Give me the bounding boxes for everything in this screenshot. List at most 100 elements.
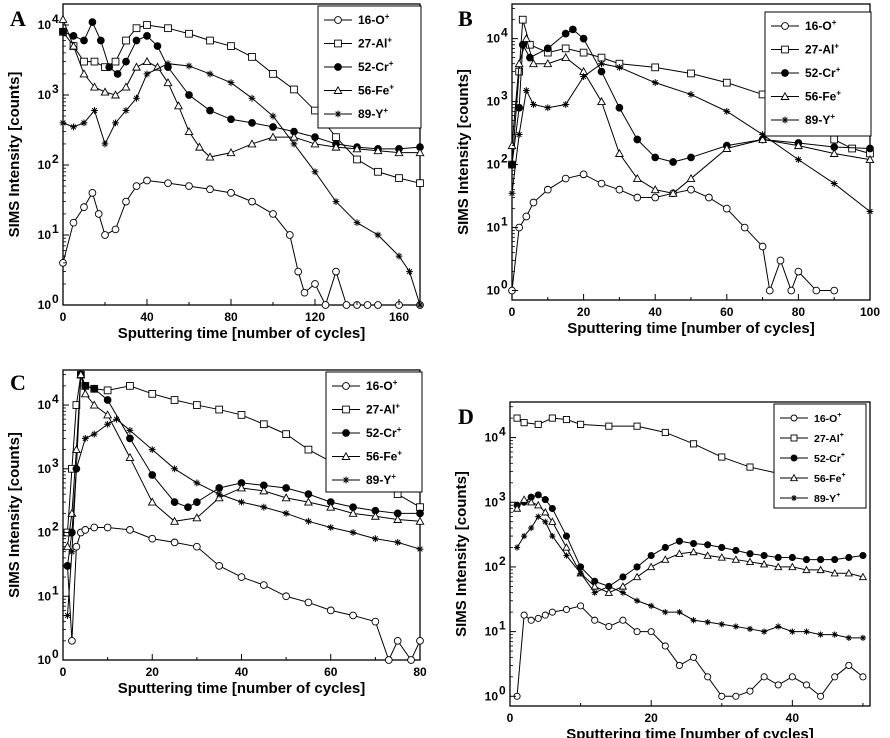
legend-label: 52-Cr+	[366, 425, 402, 440]
y-tick-exponent: 3	[501, 89, 508, 103]
data-point	[371, 617, 380, 626]
data-point	[580, 73, 587, 80]
data-point	[122, 36, 130, 45]
x-tick-label: 60	[720, 305, 734, 319]
data-point	[512, 504, 522, 512]
data-point	[848, 144, 856, 153]
data-point	[732, 623, 739, 630]
data-point	[103, 523, 112, 532]
data-point	[740, 223, 749, 232]
data-point	[90, 57, 99, 66]
data-point	[704, 673, 712, 681]
x-tick-label: 80	[413, 665, 427, 679]
data-point	[122, 57, 130, 66]
data-point	[248, 53, 256, 61]
data-point	[88, 18, 97, 26]
data-point	[326, 606, 335, 615]
data-point	[651, 63, 660, 72]
data-point	[205, 152, 215, 161]
data-point	[722, 204, 731, 213]
data-point	[651, 79, 659, 87]
legend-label: 16-O+	[814, 412, 841, 425]
y-tick-exponent: 2	[52, 152, 59, 166]
data-point	[745, 557, 755, 565]
y-tick-exponent: 3	[52, 456, 59, 470]
data-point	[597, 179, 606, 188]
legend-label: 52-Cr+	[805, 65, 841, 80]
y-tick-label: 10	[38, 298, 52, 312]
y-tick-exponent: 4	[52, 392, 59, 406]
data-point	[845, 553, 853, 562]
data-point	[562, 605, 571, 614]
data-point	[68, 636, 76, 645]
x-tick-label: 80	[224, 310, 238, 324]
data-point	[348, 508, 358, 517]
data-point	[285, 231, 294, 239]
data-point	[788, 673, 796, 681]
series-56-fe	[58, 14, 425, 161]
data-point	[543, 185, 552, 194]
data-point	[563, 552, 570, 559]
data-point	[72, 542, 81, 551]
data-point	[352, 144, 362, 153]
legend-item-52-cr: 52-Cr+	[771, 65, 841, 80]
data-point	[513, 544, 521, 551]
legend-label-sup: +	[387, 36, 392, 45]
data-point	[80, 389, 90, 398]
legend-item-27-al: 27-Al+	[780, 432, 844, 445]
data-point	[133, 94, 140, 102]
legend-label-sup: +	[837, 412, 841, 419]
data-point	[534, 491, 542, 499]
data-point	[193, 401, 201, 409]
data-point	[148, 389, 157, 398]
data-point	[675, 549, 684, 557]
data-point	[148, 446, 156, 454]
panel-letter: D	[458, 404, 474, 429]
y-tick-label: 10	[38, 228, 52, 242]
data-point	[374, 231, 382, 239]
data-point	[618, 582, 628, 590]
data-point	[760, 673, 768, 681]
series-line	[62, 180, 420, 307]
plot-frame	[509, 401, 871, 707]
legend-label: 27-Al+	[366, 402, 400, 417]
legend-item-56-fe: 56-Fe+	[324, 83, 394, 98]
data-point	[774, 553, 782, 562]
series-line	[511, 36, 871, 194]
data-point	[101, 231, 109, 239]
data-point	[310, 139, 320, 148]
series-line	[516, 515, 863, 639]
data-point	[615, 103, 624, 112]
data-point	[577, 602, 585, 610]
data-point	[227, 42, 235, 50]
data-point	[548, 608, 556, 616]
legend-item-27-al: 27-Al+	[771, 42, 839, 57]
x-axis-title: Sputtering time [number of cycles]	[118, 680, 366, 697]
data-point	[395, 252, 403, 260]
data-point	[619, 616, 627, 624]
data-point	[541, 507, 550, 516]
data-point	[164, 24, 172, 33]
legend-box	[773, 403, 867, 509]
data-point	[521, 532, 528, 540]
x-tick-label: 80	[792, 305, 806, 319]
y-tick-label: 10	[38, 398, 52, 412]
data-point	[393, 636, 402, 645]
y-tick-label: 10	[485, 495, 499, 509]
data-point	[94, 210, 103, 218]
data-point	[384, 656, 393, 664]
data-point	[605, 622, 613, 631]
data-point	[269, 112, 277, 120]
x-tick-label: 120	[305, 310, 325, 324]
data-point	[126, 434, 134, 443]
data-point	[544, 104, 552, 112]
x-tick-label: 160	[389, 310, 409, 324]
legend-item-27-al: 27-Al+	[324, 36, 392, 51]
data-point	[732, 546, 740, 554]
data-point	[90, 384, 99, 393]
data-point	[327, 524, 335, 531]
data-point	[689, 653, 698, 661]
legend-label: 89-Y+	[358, 106, 388, 121]
data-point	[394, 539, 402, 546]
